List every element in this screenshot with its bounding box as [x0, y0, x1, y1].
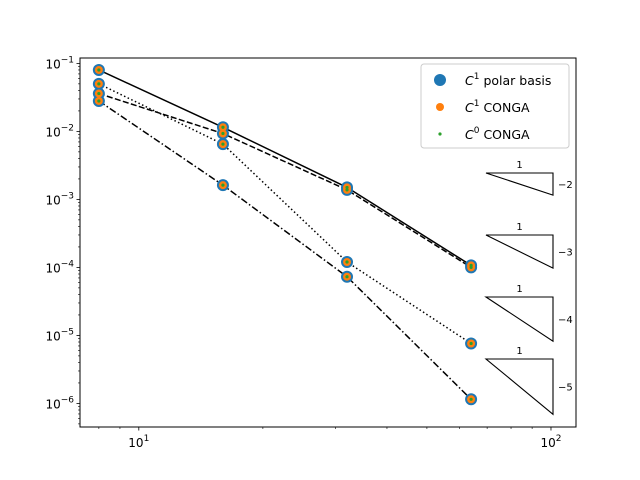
data-point-series2-line3-n32 [345, 275, 349, 279]
error-line-dashdot [98, 100, 472, 400]
legend-marker [438, 132, 442, 136]
legend-label: C1 CONGA [465, 99, 530, 115]
y-tick-label: 10−6 [45, 395, 74, 411]
slope-triangle [485, 172, 554, 196]
data-point-series2-line3-n8 [97, 99, 101, 103]
y-tick-label: 10−2 [45, 123, 74, 139]
legend-label: C0 CONGA [465, 126, 530, 142]
data-point-series2-line2-n16 [221, 142, 225, 146]
data-point-series2-line1-n32 [345, 188, 349, 192]
legend: C1 polar basis C1 CONGA C0 CONGA [420, 63, 570, 149]
legend-box [420, 63, 570, 149]
slope-triangles: 1 −2 1 −3 1 −4 1 −5 [484, 160, 573, 416]
legend-marker [436, 103, 444, 111]
data-points [92, 63, 478, 406]
legend-label: C1 polar basis [465, 72, 551, 88]
data-point-series2-line0-n8 [97, 68, 101, 72]
slope-rate-label: −4 [558, 315, 573, 326]
y-tick-label: 10−1 [45, 55, 74, 71]
slope-run-label: 1 [516, 346, 522, 357]
x-axis: 101 102 [98, 427, 561, 450]
data-point-series2-line0-n32 [345, 185, 349, 190]
y-tick-label: 10−5 [45, 327, 74, 343]
data-point-series2-line3-n64 [469, 397, 473, 401]
slope-run-label: 1 [516, 284, 522, 295]
data-point-series2-line1-n8 [97, 91, 101, 96]
data-point-series2-line2-n64 [469, 341, 473, 346]
error-line-solid [98, 69, 472, 267]
error-lines [98, 69, 472, 400]
y-axis: 10−6 10−5 10−4 10−3 10−2 10−1 [45, 55, 80, 425]
slope-run-label: 1 [516, 222, 522, 233]
plot-frame [79, 57, 577, 428]
data-point-series2-line1-n16 [221, 131, 225, 136]
data-point-series2-line1-n64 [469, 265, 473, 270]
slope-rate-label: −5 [558, 383, 573, 394]
slope-triangle [484, 358, 554, 416]
y-tick-label: 10−3 [45, 191, 74, 207]
slope-run-label: 1 [516, 160, 522, 171]
error-line-dotted [98, 83, 472, 345]
data-point-series2-line2-n32 [345, 260, 349, 264]
data-point-series2-line0-n16 [221, 125, 225, 129]
x-tick-label: 102 [540, 434, 561, 450]
error-line-dashed [98, 92, 472, 269]
y-tick-label: 10−4 [45, 259, 74, 275]
slope-rate-label: −2 [558, 180, 573, 191]
slope-triangle [485, 234, 554, 270]
data-point-series2-line2-n8 [97, 82, 101, 86]
slope-triangle [484, 296, 554, 343]
slope-rate-label: −3 [558, 248, 573, 259]
data-point-series2-line3-n16 [221, 183, 225, 187]
legend-marker [434, 74, 446, 86]
x-tick-label: 101 [128, 434, 149, 450]
